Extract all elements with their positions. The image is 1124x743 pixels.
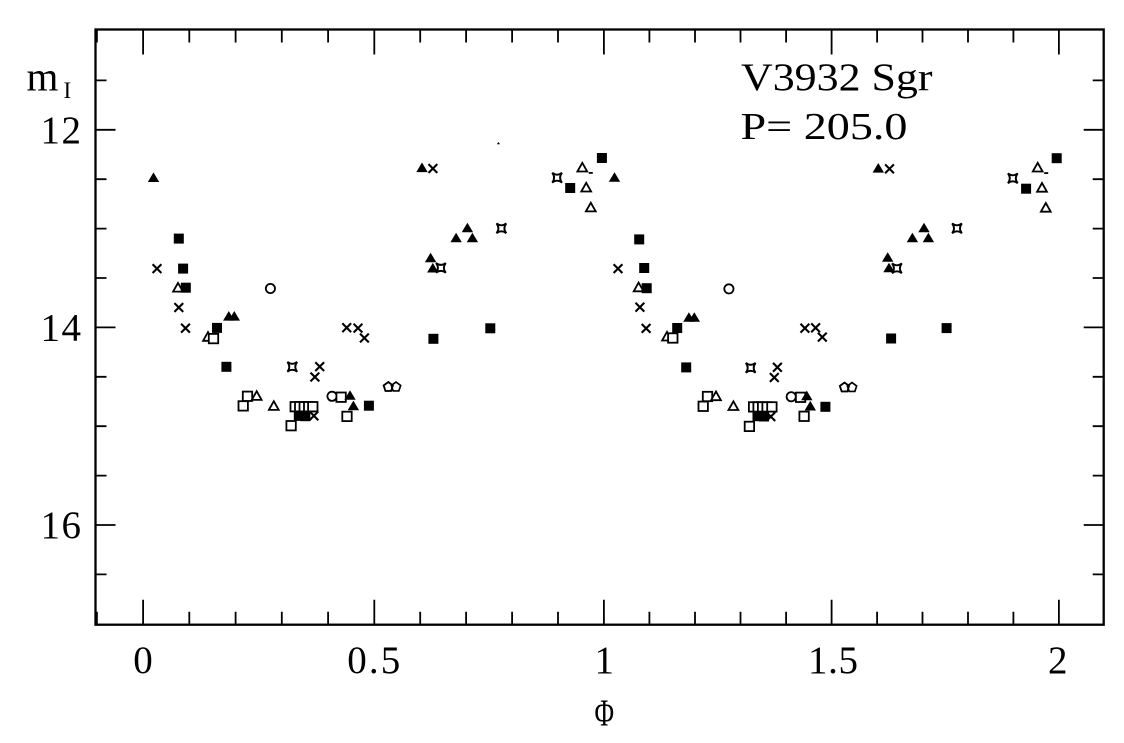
svg-text:1.5: 1.5 xyxy=(808,639,858,682)
svg-text:I: I xyxy=(64,78,72,103)
svg-text:Φ: Φ xyxy=(595,693,615,735)
svg-text:16: 16 xyxy=(41,504,82,547)
svg-text:0: 0 xyxy=(133,639,153,682)
svg-text:1: 1 xyxy=(595,639,615,682)
svg-text:2: 2 xyxy=(1048,639,1068,682)
svg-text:m: m xyxy=(27,54,59,100)
svg-text:0.5: 0.5 xyxy=(347,639,400,682)
svg-text:14: 14 xyxy=(41,307,82,350)
svg-text:V3932 Sgr: V3932 Sgr xyxy=(741,56,933,99)
svg-text:12: 12 xyxy=(41,109,82,152)
svg-text:P= 205.0: P= 205.0 xyxy=(741,106,908,148)
